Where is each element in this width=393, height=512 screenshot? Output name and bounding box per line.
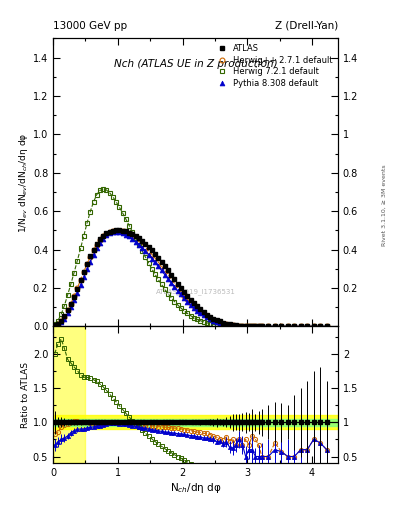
X-axis label: N$_{ch}$/dη dφ: N$_{ch}$/dη dφ	[170, 481, 221, 495]
Herwig 7.2.1 default	[279, 323, 284, 329]
Herwig++ 2.7.1 default	[243, 323, 248, 329]
Herwig 7.2.1 default	[243, 323, 248, 329]
Pythia 8.308 default	[324, 323, 329, 329]
Bar	[53, 326, 85, 463]
ATLAS	[72, 293, 77, 300]
ATLAS	[253, 323, 258, 329]
Herwig++ 2.7.1 default	[253, 323, 258, 329]
Pythia 8.308 default	[243, 323, 248, 329]
Bar	[53, 419, 338, 425]
Y-axis label: Ratio to ATLAS: Ratio to ATLAS	[21, 362, 30, 428]
Text: ATLAS_2019_I1736531: ATLAS_2019_I1736531	[156, 288, 235, 295]
ATLAS	[237, 323, 242, 329]
Pythia 8.308 default	[72, 297, 77, 303]
Herwig++ 2.7.1 default	[279, 323, 284, 329]
Pythia 8.308 default	[237, 323, 242, 329]
Line: Herwig++ 2.7.1 default: Herwig++ 2.7.1 default	[52, 228, 329, 329]
Text: Z (Drell-Yan): Z (Drell-Yan)	[275, 20, 338, 31]
ATLAS	[279, 323, 284, 329]
Text: Nch (ATLAS UE in Z production): Nch (ATLAS UE in Z production)	[114, 58, 277, 69]
Herwig++ 2.7.1 default	[324, 323, 329, 329]
ATLAS	[246, 323, 251, 329]
Pythia 8.308 default	[52, 323, 57, 329]
ATLAS	[324, 323, 329, 329]
Pythia 8.308 default	[279, 323, 284, 329]
Pythia 8.308 default	[246, 323, 251, 329]
Line: Pythia 8.308 default: Pythia 8.308 default	[52, 229, 329, 329]
Text: Rivet 3.1.10, ≥ 3M events: Rivet 3.1.10, ≥ 3M events	[382, 164, 387, 246]
Line: ATLAS: ATLAS	[52, 228, 329, 329]
Herwig 7.2.1 default	[253, 323, 258, 329]
Pythia 8.308 default	[114, 229, 119, 235]
Herwig 7.2.1 default	[324, 323, 329, 329]
Bar	[53, 415, 338, 429]
Legend: ATLAS, Herwig++ 2.7.1 default, Herwig 7.2.1 default, Pythia 8.308 default: ATLAS, Herwig++ 2.7.1 default, Herwig 7.…	[213, 42, 334, 90]
Herwig 7.2.1 default	[52, 321, 57, 327]
Y-axis label: 1/N$_{ev}$ dN$_{ev}$/dN$_{ch}$/dη dφ: 1/N$_{ev}$ dN$_{ev}$/dN$_{ch}$/dη dφ	[17, 132, 30, 232]
Line: Herwig 7.2.1 default: Herwig 7.2.1 default	[52, 187, 329, 329]
ATLAS	[114, 227, 119, 233]
ATLAS	[243, 323, 248, 329]
Herwig 7.2.1 default	[237, 323, 242, 329]
Herwig 7.2.1 default	[101, 186, 106, 192]
Herwig 7.2.1 default	[72, 269, 77, 275]
ATLAS	[52, 322, 57, 328]
Herwig 7.2.1 default	[246, 323, 251, 329]
Herwig++ 2.7.1 default	[52, 322, 57, 328]
Herwig++ 2.7.1 default	[72, 293, 77, 299]
Herwig++ 2.7.1 default	[237, 323, 242, 329]
Text: 13000 GeV pp: 13000 GeV pp	[53, 20, 127, 31]
Herwig++ 2.7.1 default	[114, 227, 119, 233]
Herwig++ 2.7.1 default	[246, 323, 251, 329]
Pythia 8.308 default	[253, 323, 258, 329]
